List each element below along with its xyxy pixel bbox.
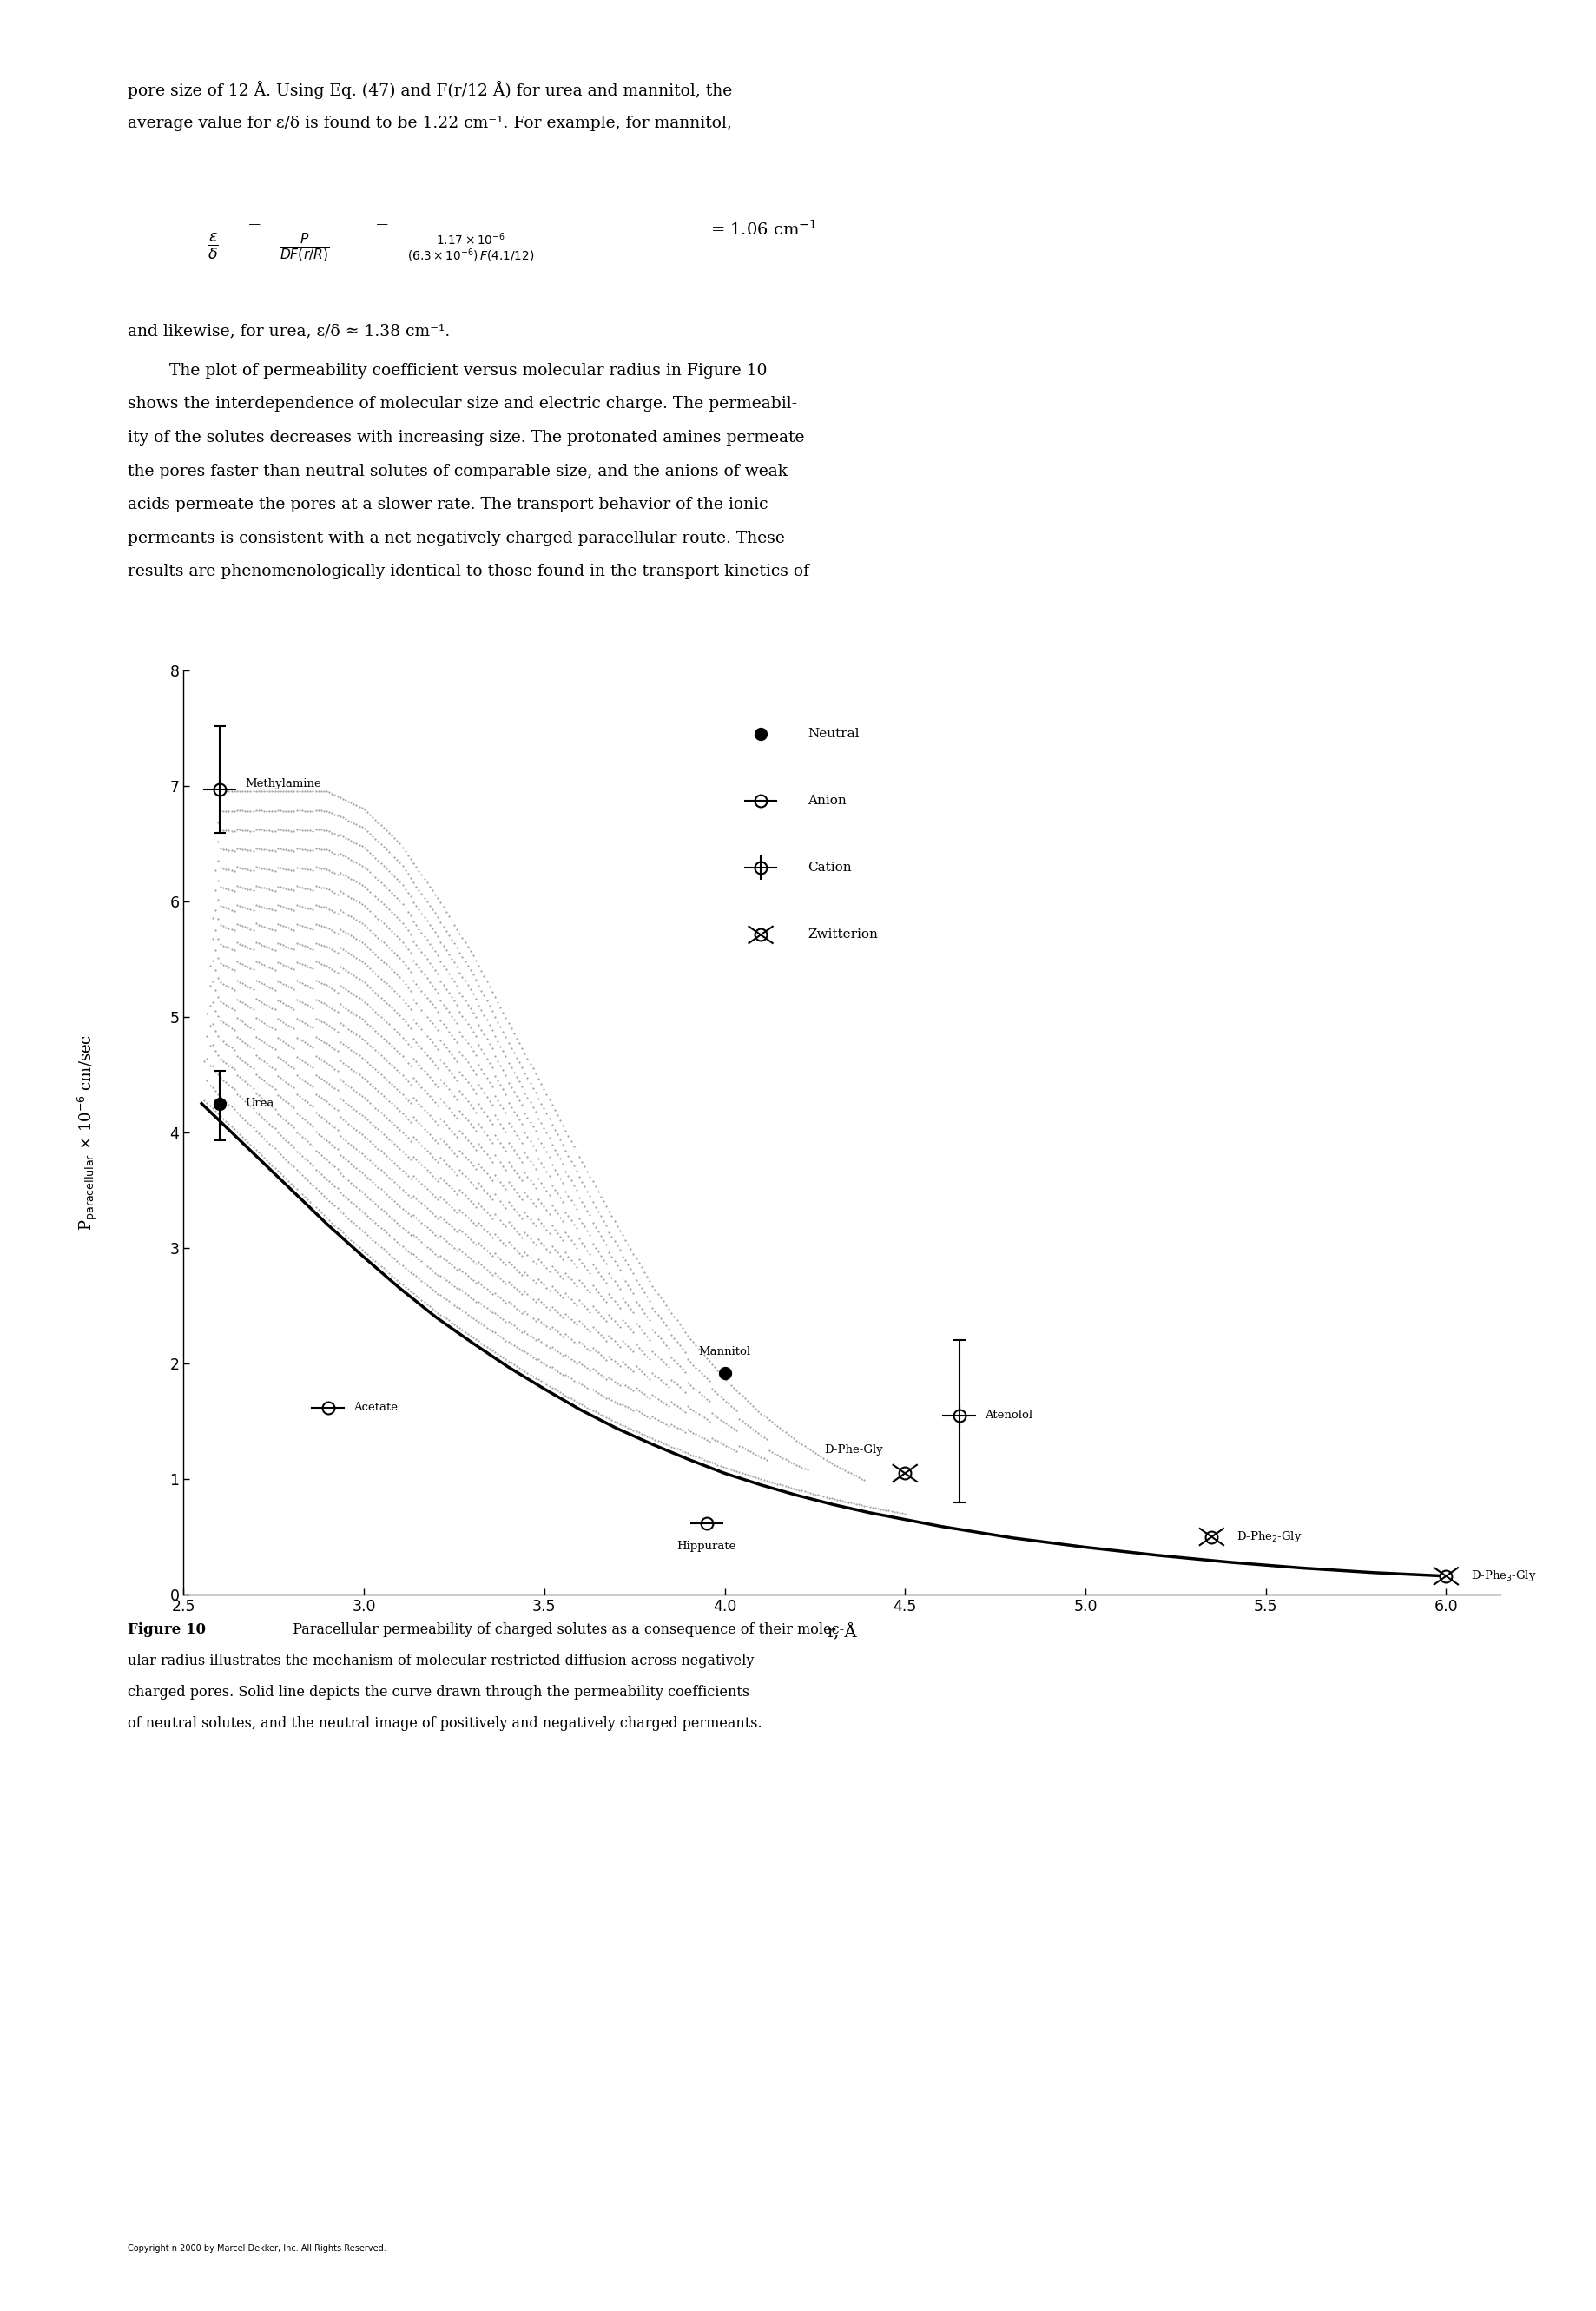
Text: The plot of permeability coefficient versus molecular radius in Figure 10: The plot of permeability coefficient ver… <box>128 363 768 379</box>
Text: ity of the solutes decreases with increasing size. The protonated amines permeat: ity of the solutes decreases with increa… <box>128 430 804 446</box>
Text: D-Phe$_2$-Gly: D-Phe$_2$-Gly <box>1237 1530 1302 1544</box>
Text: Neutral: Neutral <box>808 728 859 740</box>
Text: pore size of 12 Å. Using Eq. (47) and F(r/12 Å) for urea and mannitol, the: pore size of 12 Å. Using Eq. (47) and F(… <box>128 81 733 99</box>
Text: of neutral solutes, and the neutral image of positively and negatively charged p: of neutral solutes, and the neutral imag… <box>128 1715 763 1731</box>
Text: = 1.06 cm$^{-1}$: = 1.06 cm$^{-1}$ <box>710 220 817 238</box>
X-axis label: r, Å: r, Å <box>827 1625 857 1641</box>
Text: Anion: Anion <box>808 795 846 807</box>
Text: Paracellular permeability of charged solutes as a consequence of their molec-: Paracellular permeability of charged sol… <box>284 1622 844 1636</box>
Text: ular radius illustrates the mechanism of molecular restricted diffusion across n: ular radius illustrates the mechanism of… <box>128 1655 753 1669</box>
Text: $\frac{\varepsilon}{\delta}$: $\frac{\varepsilon}{\delta}$ <box>207 231 219 261</box>
Text: P$_{\rm paracellular}$ $\times$ 10$^{-6}$ cm/sec: P$_{\rm paracellular}$ $\times$ 10$^{-6}… <box>77 1033 99 1232</box>
Text: acids permeate the pores at a slower rate. The transport behavior of the ionic: acids permeate the pores at a slower rat… <box>128 497 768 513</box>
Text: Figure 10: Figure 10 <box>128 1622 206 1636</box>
Text: $\frac{P}{DF(r/R)}$: $\frac{P}{DF(r/R)}$ <box>279 231 329 263</box>
Text: Mannitol: Mannitol <box>699 1347 750 1357</box>
Text: Cation: Cation <box>808 862 852 874</box>
Text: permeants is consistent with a net negatively charged paracellular route. These: permeants is consistent with a net negat… <box>128 532 785 545</box>
Text: average value for ε/δ is found to be 1.22 cm⁻¹. For example, for mannitol,: average value for ε/δ is found to be 1.2… <box>128 116 733 132</box>
Text: Zwitterion: Zwitterion <box>808 929 878 941</box>
Text: shows the interdependence of molecular size and electric charge. The permeabil-: shows the interdependence of molecular s… <box>128 397 798 411</box>
Text: =: = <box>247 220 262 236</box>
Text: $\frac{1.17 \times 10^{-6}}{(6.3 \times 10^{-6})\,F(4.1/12)}$: $\frac{1.17 \times 10^{-6}}{(6.3 \times … <box>407 231 535 263</box>
Text: Copyright n 2000 by Marcel Dekker, Inc. All Rights Reserved.: Copyright n 2000 by Marcel Dekker, Inc. … <box>128 2244 386 2253</box>
Text: Acetate: Acetate <box>353 1403 397 1412</box>
Text: Atenolol: Atenolol <box>985 1410 1033 1421</box>
Text: and likewise, for urea, ε/δ ≈ 1.38 cm⁻¹.: and likewise, for urea, ε/δ ≈ 1.38 cm⁻¹. <box>128 324 450 340</box>
Text: D-Phe-Gly: D-Phe-Gly <box>825 1444 883 1456</box>
Text: Methylamine: Methylamine <box>244 779 321 788</box>
Text: charged pores. Solid line depicts the curve drawn through the permeability coeff: charged pores. Solid line depicts the cu… <box>128 1685 750 1699</box>
Text: D-Phe$_3$-Gly: D-Phe$_3$-Gly <box>1472 1569 1537 1583</box>
Text: results are phenomenologically identical to those found in the transport kinetic: results are phenomenologically identical… <box>128 564 809 580</box>
Text: =: = <box>375 220 389 236</box>
Text: the pores faster than neutral solutes of comparable size, and the anions of weak: the pores faster than neutral solutes of… <box>128 462 787 478</box>
Text: Urea: Urea <box>244 1098 275 1109</box>
Text: Hippurate: Hippurate <box>677 1541 736 1551</box>
